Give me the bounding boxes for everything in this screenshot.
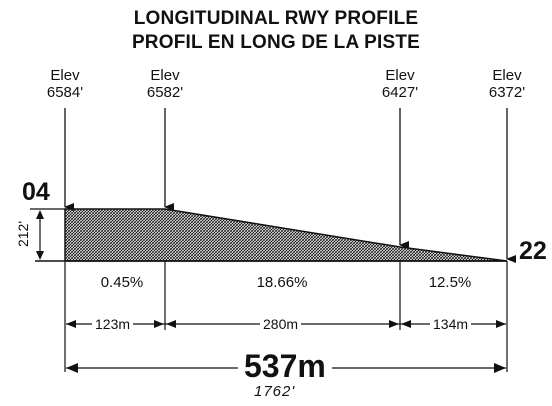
segment-length-3: 134m: [430, 316, 472, 332]
segment-length-2: 280m: [260, 316, 302, 332]
slope-label-3: 12.5%: [428, 274, 472, 291]
elev-label-3: Elev 6427': [381, 67, 419, 101]
segment-length-1: 123m: [92, 316, 134, 332]
total-length-meters: 537m: [238, 348, 332, 385]
profile-area: [64, 208, 508, 262]
runway-end-22: 22: [519, 237, 547, 265]
title-french: PROFIL EN LONG DE LA PISTE: [131, 32, 421, 53]
runway-end-04: 04: [22, 178, 50, 206]
elev-label-2: Elev 6582': [146, 67, 184, 101]
height-label: 212': [15, 220, 31, 248]
elev-label-4: Elev 6372': [488, 67, 526, 101]
elev-label-1: Elev 6584': [46, 67, 84, 101]
slope-label-2: 18.66%: [256, 274, 308, 291]
slope-label-1: 0.45%: [100, 274, 144, 291]
title-english: LONGITUDINAL RWY PROFILE: [133, 8, 419, 29]
total-length-feet: 1762': [254, 383, 296, 400]
